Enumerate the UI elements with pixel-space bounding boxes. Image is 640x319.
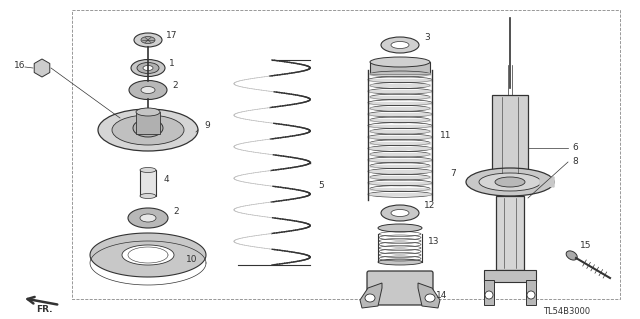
Polygon shape bbox=[90, 233, 206, 277]
Text: 6: 6 bbox=[572, 144, 578, 152]
Bar bbox=[492, 95, 528, 175]
Bar bbox=[526, 280, 536, 305]
Ellipse shape bbox=[140, 194, 156, 198]
Ellipse shape bbox=[485, 291, 493, 299]
Text: 16: 16 bbox=[14, 61, 26, 70]
Ellipse shape bbox=[566, 251, 577, 260]
Bar bbox=[136, 112, 160, 134]
Ellipse shape bbox=[140, 214, 156, 222]
Ellipse shape bbox=[128, 208, 168, 228]
Ellipse shape bbox=[131, 60, 165, 77]
Ellipse shape bbox=[381, 205, 419, 221]
Text: 7: 7 bbox=[450, 169, 456, 179]
Ellipse shape bbox=[365, 294, 375, 302]
Ellipse shape bbox=[143, 65, 153, 70]
Polygon shape bbox=[540, 177, 554, 187]
Bar bbox=[370, 62, 430, 74]
Text: 14: 14 bbox=[436, 292, 447, 300]
Polygon shape bbox=[418, 283, 440, 308]
Polygon shape bbox=[122, 245, 174, 265]
Ellipse shape bbox=[378, 224, 422, 232]
Ellipse shape bbox=[134, 33, 162, 47]
Ellipse shape bbox=[112, 115, 184, 145]
Ellipse shape bbox=[479, 173, 541, 191]
Ellipse shape bbox=[495, 177, 525, 187]
FancyBboxPatch shape bbox=[367, 271, 433, 305]
Bar bbox=[496, 196, 524, 270]
Text: 2: 2 bbox=[172, 80, 178, 90]
Text: 9: 9 bbox=[204, 121, 210, 130]
Text: 2: 2 bbox=[173, 207, 179, 217]
Ellipse shape bbox=[136, 108, 160, 116]
Text: 8: 8 bbox=[572, 158, 578, 167]
Text: 13: 13 bbox=[428, 238, 440, 247]
Text: 11: 11 bbox=[440, 130, 451, 139]
Ellipse shape bbox=[378, 259, 422, 265]
Bar bbox=[484, 270, 536, 282]
Ellipse shape bbox=[466, 168, 554, 196]
Ellipse shape bbox=[370, 57, 430, 67]
Bar bbox=[72, 10, 620, 299]
Text: 4: 4 bbox=[164, 174, 170, 183]
Bar bbox=[140, 170, 156, 196]
Ellipse shape bbox=[391, 41, 409, 48]
Polygon shape bbox=[360, 283, 382, 308]
Ellipse shape bbox=[425, 294, 435, 302]
Text: 15: 15 bbox=[580, 241, 591, 249]
Bar bbox=[484, 280, 494, 305]
Ellipse shape bbox=[133, 119, 163, 137]
Ellipse shape bbox=[98, 109, 198, 151]
Ellipse shape bbox=[129, 80, 167, 100]
Text: 10: 10 bbox=[186, 255, 198, 263]
Text: 1: 1 bbox=[169, 58, 175, 68]
Text: TL54B3000: TL54B3000 bbox=[543, 308, 590, 316]
Text: FR.: FR. bbox=[36, 306, 52, 315]
Ellipse shape bbox=[527, 291, 535, 299]
Ellipse shape bbox=[141, 36, 155, 43]
Ellipse shape bbox=[391, 210, 409, 217]
Ellipse shape bbox=[140, 167, 156, 173]
Ellipse shape bbox=[141, 86, 155, 93]
Text: 3: 3 bbox=[424, 33, 429, 41]
Text: 12: 12 bbox=[424, 201, 435, 210]
Ellipse shape bbox=[137, 63, 159, 73]
Text: 5: 5 bbox=[318, 181, 324, 189]
Text: 17: 17 bbox=[166, 31, 177, 40]
Polygon shape bbox=[34, 59, 50, 77]
Ellipse shape bbox=[381, 37, 419, 53]
